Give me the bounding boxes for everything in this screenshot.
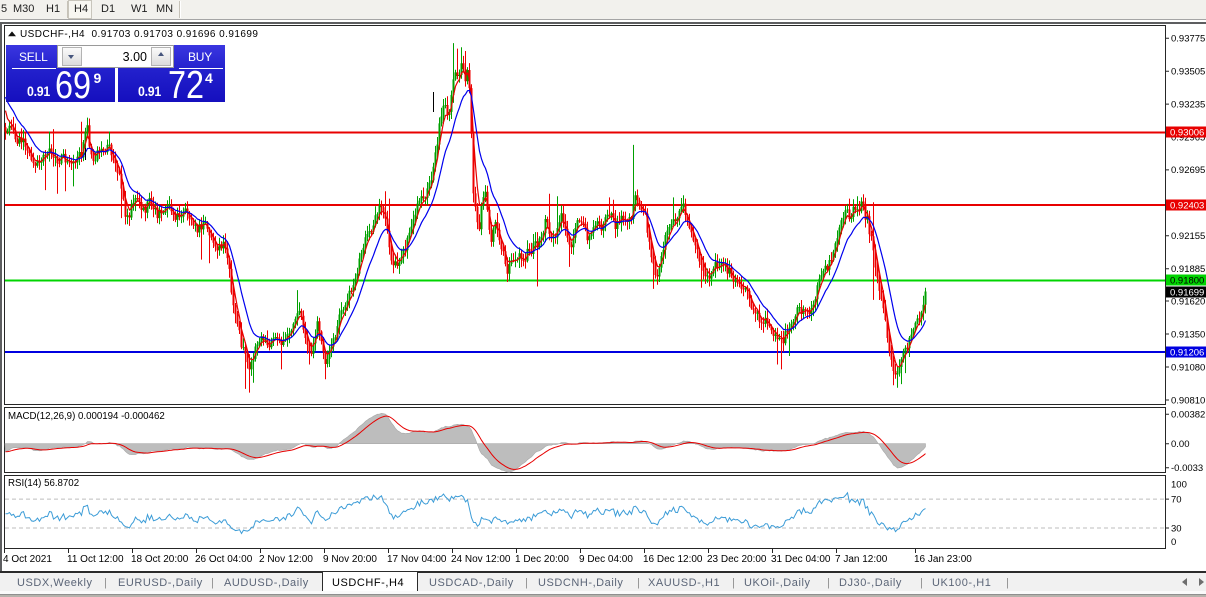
svg-text:17 Nov 04:00: 17 Nov 04:00 [387, 554, 447, 565]
svg-text:0.90810: 0.90810 [1171, 395, 1205, 406]
svg-text:1 Dec 20:00: 1 Dec 20:00 [515, 554, 569, 565]
svg-text:70: 70 [1171, 494, 1182, 505]
svg-text:0.93006: 0.93006 [1170, 128, 1204, 139]
svg-text:18 Oct 20:00: 18 Oct 20:00 [131, 554, 189, 565]
svg-text:0.91620: 0.91620 [1171, 296, 1205, 307]
svg-text:23 Dec 20:00: 23 Dec 20:00 [707, 554, 767, 565]
svg-text:0.91080: 0.91080 [1171, 362, 1205, 373]
svg-text:4 Oct 2021: 4 Oct 2021 [3, 554, 52, 565]
svg-text:2 Nov 12:00: 2 Nov 12:00 [259, 554, 313, 565]
svg-text:0.92695: 0.92695 [1171, 165, 1205, 176]
svg-text:0.93235: 0.93235 [1171, 99, 1205, 110]
svg-text:9 Dec 04:00: 9 Dec 04:00 [579, 554, 633, 565]
svg-text:USDCHF-,H4 0.91703 0.91703 0.: USDCHF-,H4 0.91703 0.91703 0.91696 0.916… [20, 29, 258, 40]
svg-text:0.92155: 0.92155 [1171, 231, 1205, 242]
svg-text:26 Oct 04:00: 26 Oct 04:00 [195, 554, 253, 565]
svg-text:16 Dec 12:00: 16 Dec 12:00 [643, 554, 703, 565]
svg-text:0: 0 [1171, 537, 1176, 548]
svg-text:0.93775: 0.93775 [1171, 34, 1205, 45]
svg-text:0.92965: 0.92965 [1171, 132, 1205, 143]
svg-text:11 Oct 12:00: 11 Oct 12:00 [67, 554, 124, 565]
svg-text:0.91800: 0.91800 [1170, 276, 1204, 287]
svg-text:-0.0033: -0.0033 [1171, 463, 1203, 474]
svg-text:0.91350: 0.91350 [1171, 329, 1205, 340]
svg-text:0.91699: 0.91699 [1170, 288, 1204, 299]
svg-text:0.00: 0.00 [1171, 439, 1190, 450]
svg-text:0.91206: 0.91206 [1170, 348, 1204, 359]
svg-text:9 Nov 20:00: 9 Nov 20:00 [323, 554, 377, 565]
svg-text:RSI(14) 56.8702: RSI(14) 56.8702 [8, 478, 79, 489]
svg-text:0.00382: 0.00382 [1171, 410, 1205, 421]
svg-text:24 Nov 12:00: 24 Nov 12:00 [451, 554, 511, 565]
svg-text:30: 30 [1171, 523, 1182, 534]
svg-text:0.91885: 0.91885 [1171, 264, 1205, 275]
svg-text:MACD(12,26,9) 0.000194 -0.0004: MACD(12,26,9) 0.000194 -0.000462 [8, 411, 165, 422]
svg-text:0.92403: 0.92403 [1170, 201, 1204, 212]
svg-text:16 Jan 23:00: 16 Jan 23:00 [914, 554, 972, 565]
svg-text:100: 100 [1171, 480, 1187, 491]
svg-text:0.93505: 0.93505 [1171, 67, 1205, 78]
svg-text:31 Dec 04:00: 31 Dec 04:00 [771, 554, 831, 565]
svg-text:7 Jan 12:00: 7 Jan 12:00 [835, 554, 888, 565]
